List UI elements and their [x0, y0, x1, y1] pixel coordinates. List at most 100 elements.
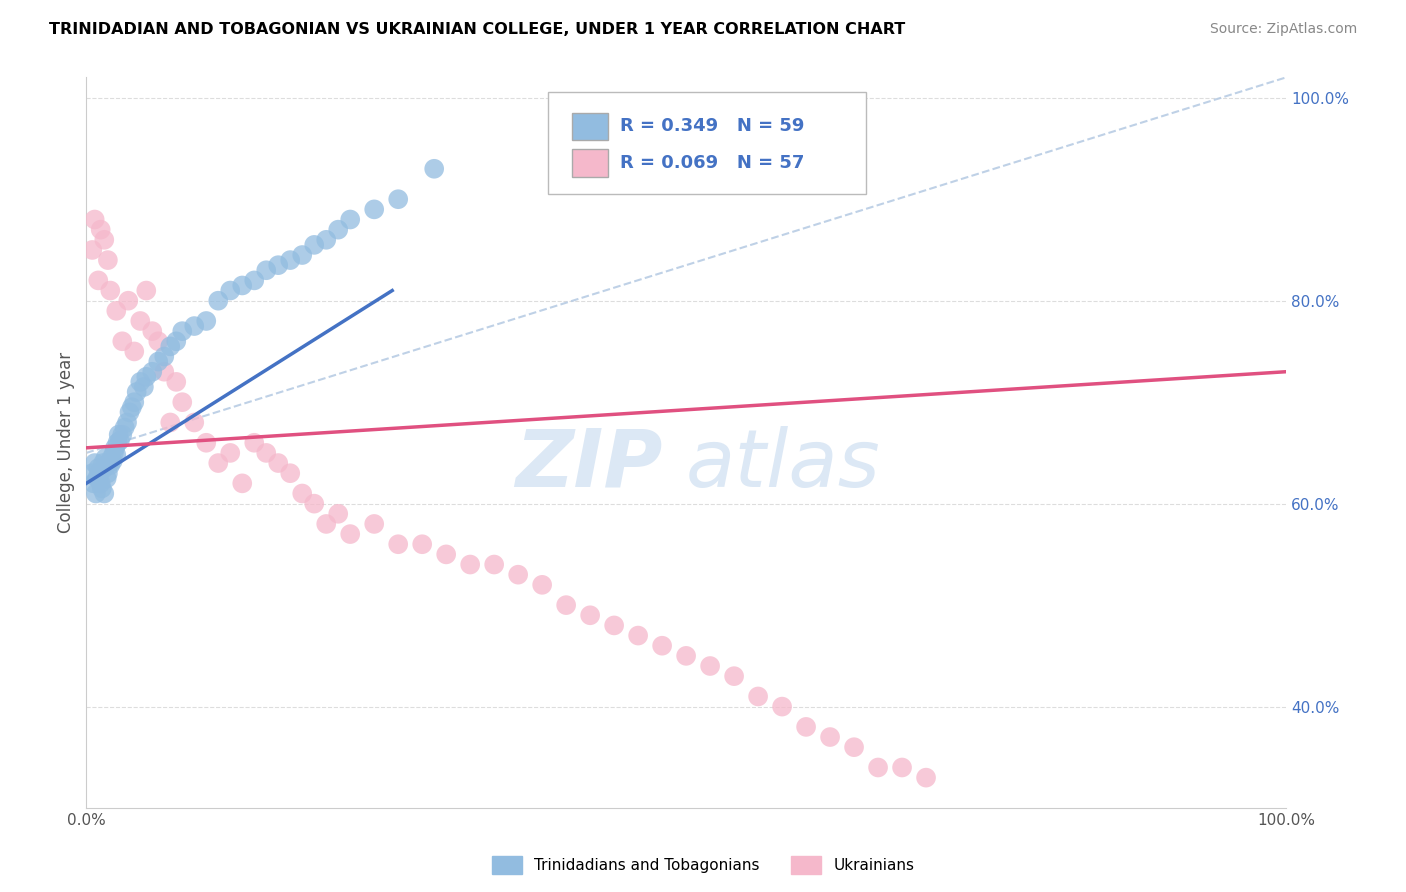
Point: [183, 319, 205, 334]
Point: [148, 354, 170, 368]
Point: [104, 441, 127, 455]
Point: [124, 344, 146, 359]
Point: [148, 334, 170, 349]
Point: [125, 384, 148, 399]
Point: [83, 212, 105, 227]
Point: [107, 435, 129, 450]
Point: [267, 456, 290, 470]
Text: Source: ZipAtlas.com: Source: ZipAtlas.com: [1209, 22, 1357, 37]
Point: [87, 273, 110, 287]
Point: [434, 548, 457, 562]
Point: [83, 456, 105, 470]
Point: [482, 558, 505, 572]
Point: [129, 375, 152, 389]
Point: [387, 192, 409, 206]
Point: [132, 380, 155, 394]
Point: [411, 537, 433, 551]
Point: [97, 253, 120, 268]
Point: [118, 405, 141, 419]
Point: [219, 446, 242, 460]
Point: [842, 740, 865, 755]
Text: atlas: atlas: [686, 425, 882, 504]
Point: [579, 608, 602, 623]
Point: [153, 365, 176, 379]
Point: [794, 720, 817, 734]
Point: [651, 639, 673, 653]
Point: [87, 461, 110, 475]
Point: [111, 334, 134, 349]
Point: [328, 222, 350, 236]
Point: [115, 416, 138, 430]
Point: [302, 497, 325, 511]
Point: [328, 507, 350, 521]
Point: [111, 427, 134, 442]
Point: [165, 334, 187, 349]
Point: [93, 461, 115, 475]
Text: R = 0.349   N = 59: R = 0.349 N = 59: [620, 118, 804, 136]
Point: [135, 284, 157, 298]
Point: [84, 486, 107, 500]
Point: [627, 629, 650, 643]
Point: [508, 567, 530, 582]
Point: [153, 350, 176, 364]
Point: [747, 690, 769, 704]
Point: [254, 263, 277, 277]
Point: [159, 416, 181, 430]
Point: [770, 699, 793, 714]
Point: [121, 401, 143, 415]
Point: [90, 476, 112, 491]
Point: [87, 471, 110, 485]
Point: [183, 416, 205, 430]
Point: [98, 458, 121, 472]
Point: [101, 454, 124, 468]
Point: [603, 618, 626, 632]
Point: [93, 233, 115, 247]
Point: [315, 233, 337, 247]
Point: [231, 476, 253, 491]
Point: [90, 482, 112, 496]
Point: [90, 222, 112, 236]
Point: [254, 446, 277, 460]
Point: [387, 537, 409, 551]
Point: [219, 284, 242, 298]
Point: [195, 314, 218, 328]
Point: [818, 730, 841, 744]
Point: [98, 284, 121, 298]
Text: R = 0.069   N = 57: R = 0.069 N = 57: [620, 154, 804, 172]
Text: TRINIDADIAN AND TOBAGONIAN VS UKRAINIAN COLLEGE, UNDER 1 YEAR CORRELATION CHART: TRINIDADIAN AND TOBAGONIAN VS UKRAINIAN …: [49, 22, 905, 37]
Bar: [572, 112, 609, 140]
Point: [117, 293, 139, 308]
Point: [267, 258, 290, 272]
Point: [97, 466, 120, 480]
Legend: Trinidadians and Tobagonians, Ukrainians: Trinidadians and Tobagonians, Ukrainians: [485, 850, 921, 880]
Point: [291, 248, 314, 262]
Point: [302, 238, 325, 252]
Point: [278, 466, 301, 480]
Point: [339, 212, 361, 227]
Point: [103, 446, 125, 460]
Point: [915, 771, 938, 785]
Point: [291, 486, 314, 500]
Point: [458, 558, 481, 572]
Point: [531, 578, 554, 592]
Point: [868, 760, 890, 774]
Point: [98, 456, 121, 470]
Point: [675, 648, 697, 663]
Point: [82, 476, 104, 491]
Point: [555, 598, 578, 612]
Point: [107, 427, 129, 442]
Y-axis label: College, Under 1 year: College, Under 1 year: [58, 352, 75, 533]
Point: [699, 659, 721, 673]
Point: [141, 365, 163, 379]
Point: [165, 375, 187, 389]
Text: ZIP: ZIP: [515, 425, 662, 504]
Point: [231, 278, 253, 293]
Point: [723, 669, 745, 683]
Point: [243, 435, 266, 450]
Point: [108, 434, 131, 448]
Point: [94, 450, 117, 465]
Point: [135, 369, 157, 384]
Point: [339, 527, 361, 541]
Point: [100, 450, 122, 465]
Point: [195, 435, 218, 450]
